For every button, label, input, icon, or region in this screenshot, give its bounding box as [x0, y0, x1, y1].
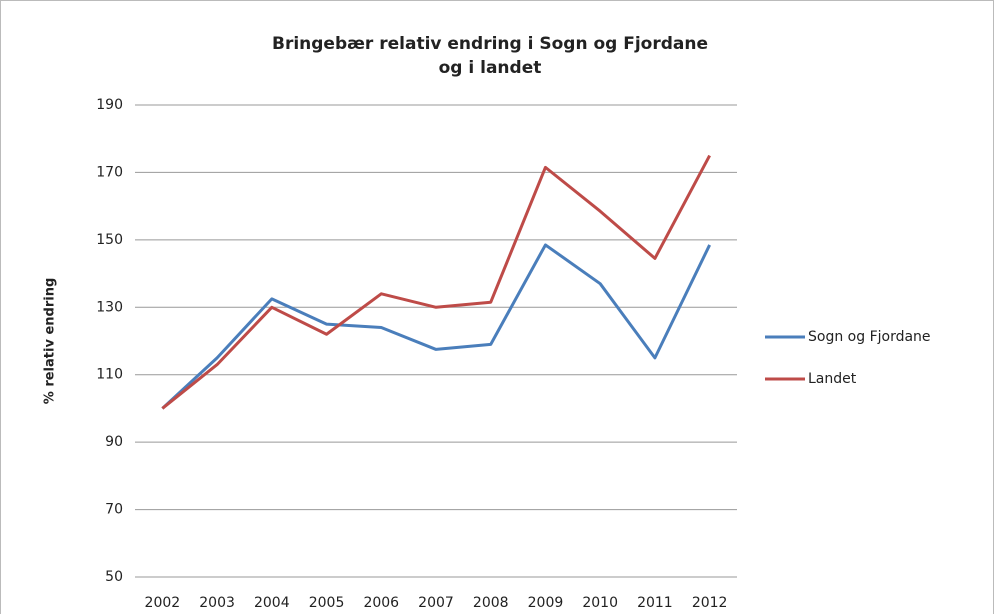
x-tick-label: 2011: [637, 595, 673, 611]
x-tick-label: 2008: [473, 595, 509, 611]
y-axis-label: % relativ endring: [43, 278, 58, 404]
x-tick-label: 2010: [582, 595, 618, 611]
x-tick-label: 2002: [145, 595, 181, 611]
x-tick-label: 2005: [309, 595, 345, 611]
x-tick-label: 2006: [363, 595, 399, 611]
y-tick-label: 150: [96, 232, 123, 248]
chart-subtitle: og i landet: [439, 58, 542, 78]
y-tick-label: 70: [105, 502, 123, 518]
x-tick-label: 2012: [692, 595, 728, 611]
legend-label: Landet: [808, 371, 857, 387]
series-line: [161, 243, 711, 410]
x-tick-label: 2009: [528, 595, 564, 611]
x-tick-label: 2004: [254, 595, 290, 611]
series-line: [161, 154, 711, 410]
y-tick-label: 90: [105, 434, 123, 450]
y-tick-label: 50: [105, 569, 123, 585]
y-tick-label: 190: [96, 97, 123, 113]
x-tick-label: 2007: [418, 595, 454, 611]
legend-label: Sogn og Fjordane: [808, 329, 931, 345]
y-tick-label: 170: [96, 164, 123, 180]
y-tick-label: 130: [96, 299, 123, 315]
chart-title: Bringebær relativ endring i Sogn og Fjor…: [272, 34, 708, 54]
y-tick-label: 110: [96, 367, 123, 383]
x-tick-label: 2003: [199, 595, 235, 611]
